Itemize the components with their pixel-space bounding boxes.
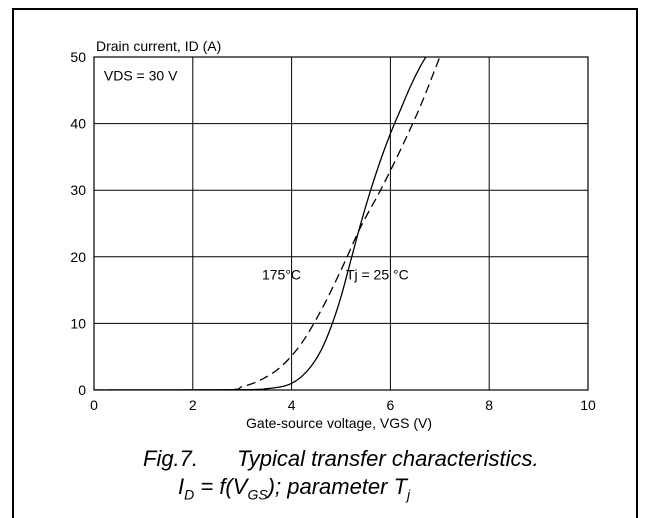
x-tick-label: 0	[90, 397, 98, 413]
figure-title: Typical transfer characteristics.	[237, 446, 539, 471]
y-tick-label: 0	[78, 382, 86, 398]
vds-condition-label: VDS = 30 V	[104, 67, 178, 83]
x-tick-label: 8	[485, 397, 493, 413]
y-tick-label: 40	[70, 116, 86, 132]
series-line-25c	[94, 57, 427, 390]
x-tick-label: 4	[288, 397, 296, 413]
figure-caption-title: Fig.7. Typical transfer characteristics.	[143, 446, 539, 472]
series-line-175c	[94, 57, 441, 390]
y-axis-label: Drain current, ID (A)	[96, 38, 221, 54]
label-175c: 175°C	[262, 266, 301, 282]
formula-i: I	[178, 474, 185, 499]
label-tj-25c: Tj = 25 °C	[346, 266, 409, 282]
formula-mid: = f(V	[194, 474, 248, 499]
formula-sub-d: D	[184, 486, 195, 503]
transfer-characteristics-chart: 0 2 4 6 8 10 0 10 20 30 40 50 Drain current, ID (A) G…	[70, 38, 596, 431]
figure-number: Fig.7.	[143, 446, 199, 471]
figure-frame	[12, 8, 638, 518]
formula-end: ); parameter T	[267, 474, 408, 499]
formula-sub-j: j	[407, 486, 411, 503]
y-tick-label: 10	[70, 315, 86, 331]
x-axis-label: Gate-source voltage, VGS (V)	[246, 415, 432, 431]
y-tick-label: 30	[70, 182, 86, 198]
y-tick-label: 20	[70, 249, 86, 265]
formula-sub-gs: GS	[247, 486, 268, 503]
plot-border	[93, 56, 589, 391]
x-tick-label: 6	[387, 397, 395, 413]
y-tick-label: 50	[70, 49, 86, 65]
figure-caption-formula: ID = f(VGS); parameter Tj	[178, 474, 410, 502]
x-tick-label: 10	[580, 397, 596, 413]
x-tick-label: 2	[189, 397, 197, 413]
